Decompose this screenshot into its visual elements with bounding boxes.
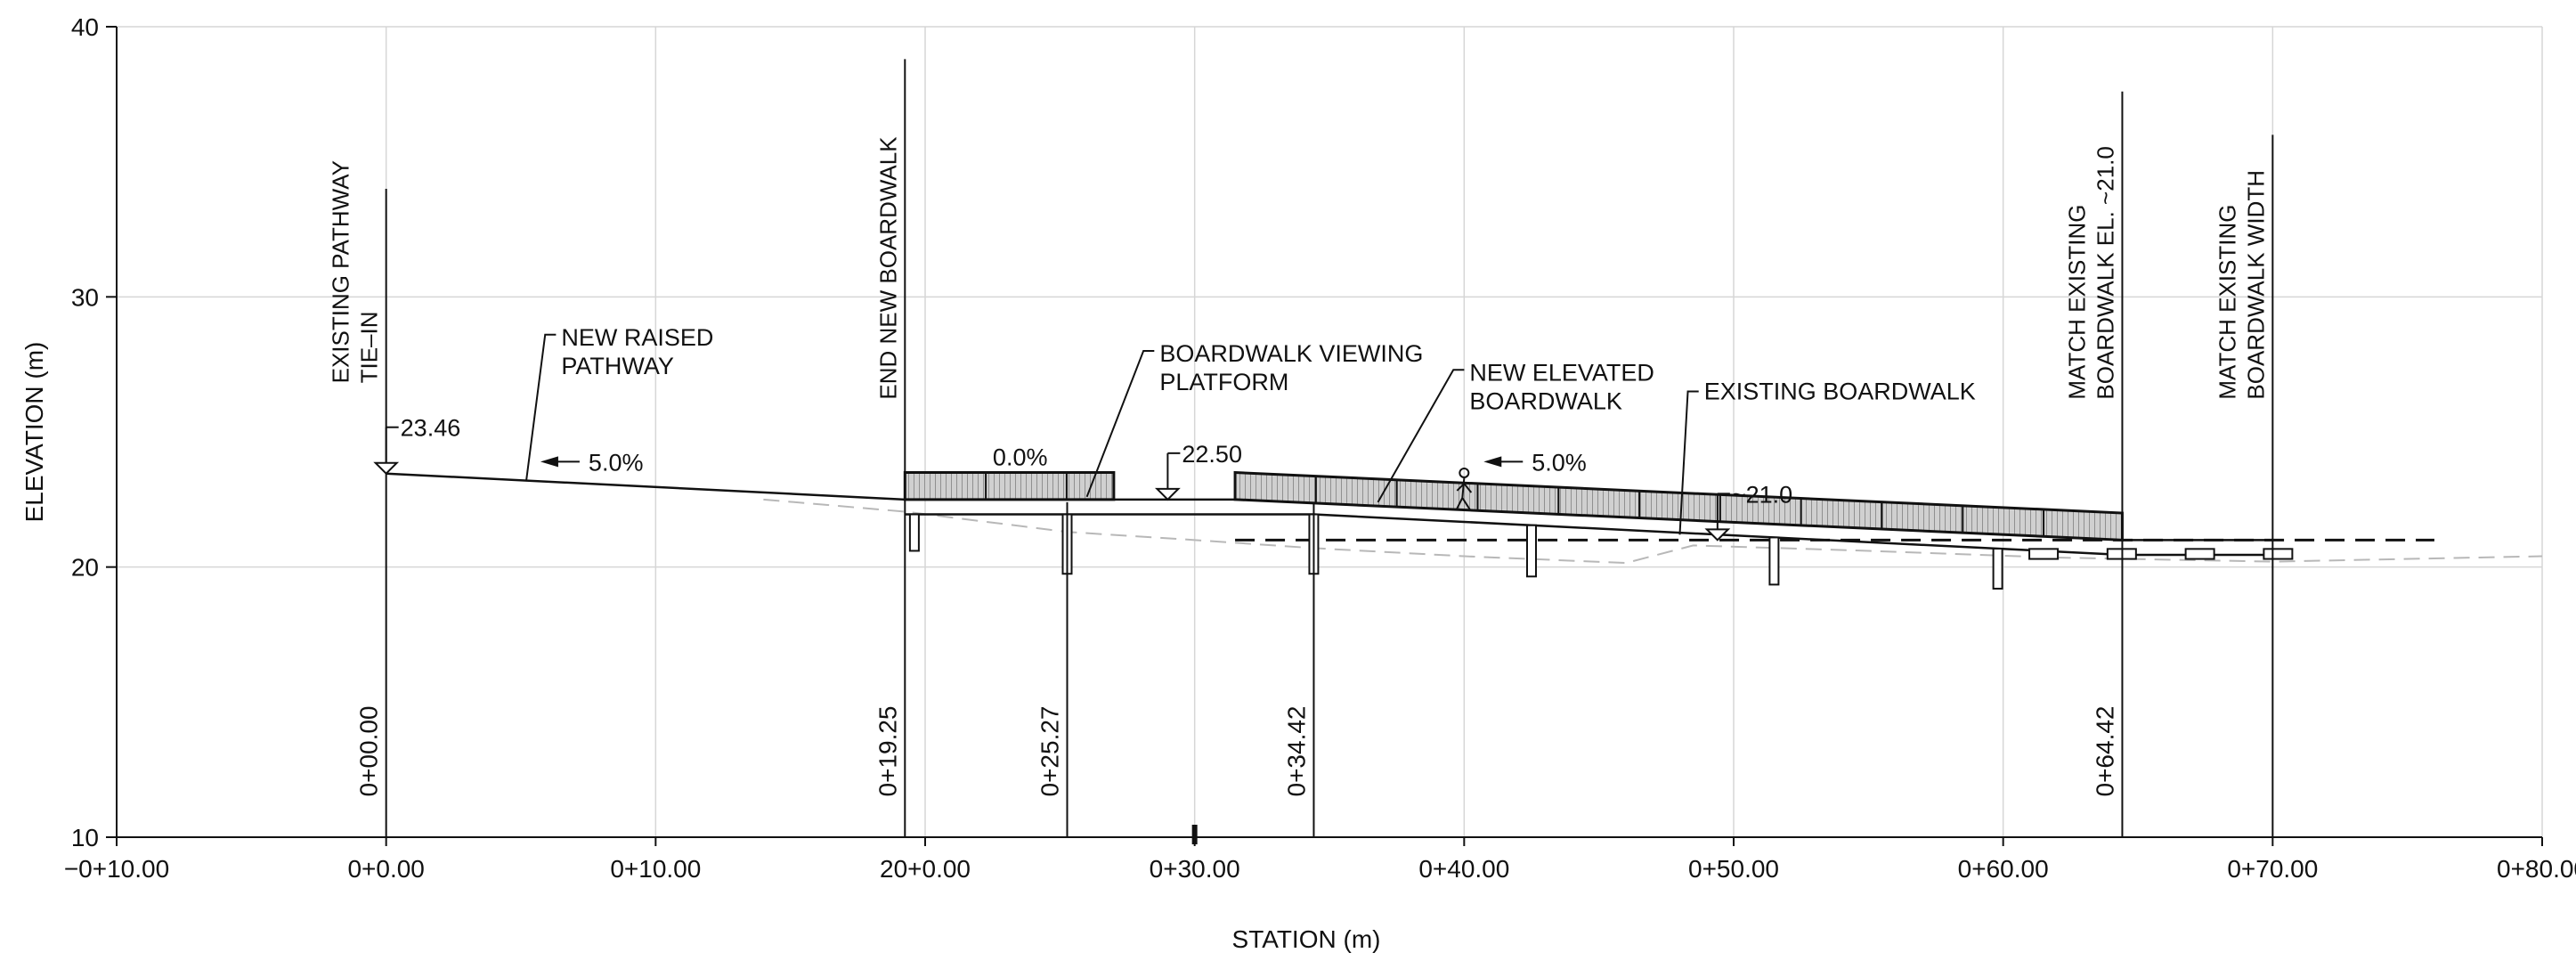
elevation-label: 23.46 bbox=[401, 415, 461, 442]
slope-arrow-head bbox=[1483, 456, 1502, 468]
station-marker-note: BOARDWALK WIDTH bbox=[2242, 170, 2269, 400]
station-tick-marker bbox=[1191, 825, 1198, 844]
x-tick-label: 0+10.00 bbox=[610, 855, 701, 883]
callout-label: NEW RAISED bbox=[561, 324, 713, 351]
callout-label: PLATFORM bbox=[1159, 369, 1288, 395]
callout-label: NEW ELEVATED bbox=[1469, 359, 1654, 386]
station-marker-note: MATCH EXISTING bbox=[2063, 205, 2090, 400]
railing-panel bbox=[1233, 470, 2124, 542]
callout-label: BOARDWALK bbox=[1469, 387, 1622, 414]
y-tick-label: 30 bbox=[71, 283, 99, 311]
grid-lines bbox=[117, 26, 2543, 837]
callout-leader bbox=[1085, 350, 1155, 498]
y-tick-label: 10 bbox=[71, 824, 99, 851]
station-marker-label: 0+00.00 bbox=[355, 706, 383, 797]
annotations: 23.46 22.50 ~21.0 5.0% 0.0% 5.0% NEW RAISEDPAT… bbox=[373, 324, 1976, 844]
station-marker-label: 0+64.42 bbox=[2091, 706, 2118, 797]
x-tick-label: 0+30.00 bbox=[1150, 855, 1240, 883]
station-marker-note: MATCH EXISTING bbox=[2214, 205, 2240, 400]
callout-label: PATHWAY bbox=[561, 353, 674, 379]
footing-block bbox=[2028, 548, 2060, 560]
pedestrian-head bbox=[1459, 467, 1470, 478]
station-marker-label: 0+19.25 bbox=[874, 706, 901, 797]
callout-leader bbox=[1678, 390, 1699, 535]
slope-arrow-head bbox=[540, 456, 558, 468]
elevation-triangle bbox=[1154, 487, 1181, 501]
x-tick-label: 0+80.00 bbox=[2497, 855, 2576, 883]
railing-panel bbox=[903, 471, 1116, 501]
axis-ticks: −0+10.00 0+0.00 0+10.00 20+0.00 0+30.00 0+40.… bbox=[64, 13, 2576, 883]
x-tick-label: 0+50.00 bbox=[1688, 855, 1779, 883]
slope-label: 5.0% bbox=[589, 449, 644, 476]
callout-label: EXISTING BOARDWALK bbox=[1704, 379, 1976, 405]
raised-pathway-top bbox=[386, 472, 906, 501]
x-tick-label: 0+0.00 bbox=[347, 855, 424, 883]
footing-block bbox=[2263, 548, 2294, 560]
callout-leader bbox=[525, 333, 557, 481]
station-markers: 0+00.00 EXISTING PATHWAY TIE–IN 0+19.25 END … bbox=[328, 59, 2274, 837]
y-tick-label: 40 bbox=[71, 13, 99, 41]
station-marker-note: EXISTING PATHWAY bbox=[328, 160, 354, 383]
slope-label: 5.0% bbox=[1532, 449, 1587, 476]
axes: STATION (m) ELEVATION (m) bbox=[20, 27, 2542, 953]
pedestrian-body bbox=[1455, 477, 1473, 511]
station-marker-note: BOARDWALK EL. ~21.0 bbox=[2092, 146, 2118, 399]
callout-label: BOARDWALK VIEWING bbox=[1159, 340, 1423, 367]
x-axis-title: STATION (m) bbox=[1232, 925, 1381, 953]
x-tick-label: 0+40.00 bbox=[1418, 855, 1509, 883]
elevation-triangle bbox=[373, 461, 400, 476]
elevation-label: ~21.0 bbox=[1732, 481, 1792, 508]
station-marker-note: END NEW BOARDWALK bbox=[874, 136, 901, 400]
support-pile bbox=[1768, 536, 1780, 586]
support-pile bbox=[1526, 524, 1537, 578]
support-pile bbox=[1992, 548, 2003, 590]
x-tick-label: −0+10.00 bbox=[64, 855, 169, 883]
existing-ground bbox=[763, 498, 2543, 565]
station-marker-label: 0+34.42 bbox=[1282, 706, 1310, 797]
x-tick-label: 20+0.00 bbox=[880, 855, 971, 883]
elevation-label: 22.50 bbox=[1182, 441, 1242, 468]
footing-block bbox=[2184, 548, 2215, 560]
existing-ground-line bbox=[763, 498, 2543, 565]
station-marker-note: TIE–IN bbox=[356, 311, 383, 383]
station-marker-label: 0+25.27 bbox=[1036, 706, 1064, 797]
x-tick-label: 0+70.00 bbox=[2227, 855, 2318, 883]
y-axis-title: ELEVATION (m) bbox=[20, 342, 48, 523]
callout-leader bbox=[1377, 369, 1465, 503]
support-pile bbox=[908, 513, 920, 552]
x-tick-label: 0+60.00 bbox=[1958, 855, 2049, 883]
pedestrian-figure bbox=[1455, 467, 1473, 511]
slope-label: 0.0% bbox=[993, 444, 1048, 470]
boardwalk-structure bbox=[386, 467, 2434, 590]
y-tick-label: 20 bbox=[71, 554, 99, 582]
